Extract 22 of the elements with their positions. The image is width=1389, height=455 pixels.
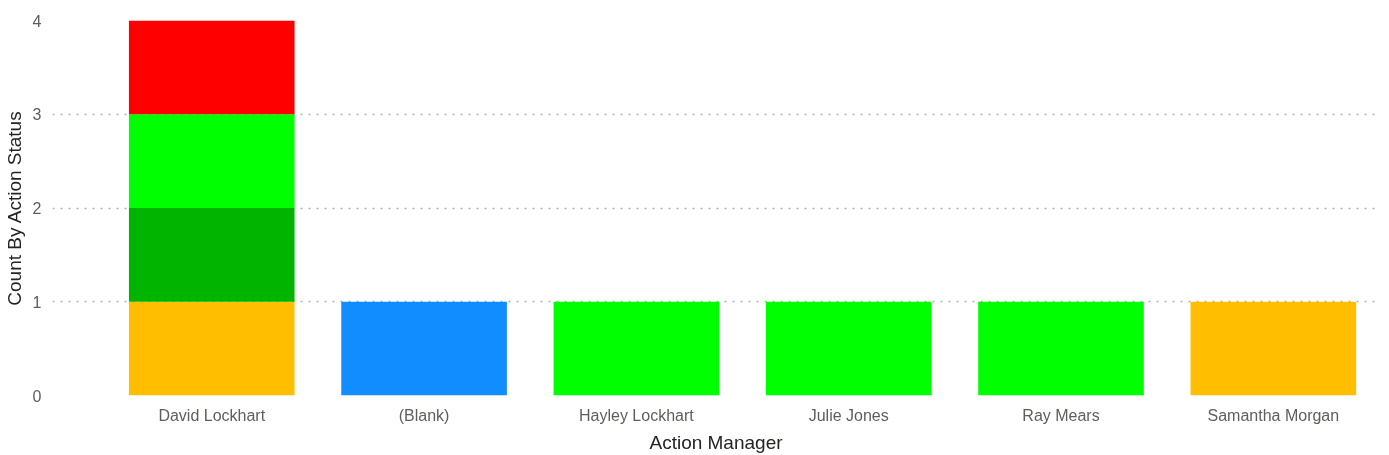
y-tick-label: 4 bbox=[32, 12, 42, 30]
x-tick-label: Ray Mears bbox=[1022, 406, 1100, 424]
bar bbox=[765, 301, 932, 396]
bar bbox=[978, 301, 1144, 396]
y-tick-label: 2 bbox=[32, 200, 42, 217]
bar bbox=[341, 301, 507, 396]
y-tick-label: 1 bbox=[32, 293, 42, 311]
bar bbox=[128, 301, 295, 396]
bar bbox=[1190, 301, 1357, 396]
y-tick-label: 3 bbox=[32, 106, 42, 124]
bar bbox=[128, 208, 295, 302]
x-tick-label: (Blank) bbox=[398, 406, 450, 424]
x-tick-label: David Lockhart bbox=[158, 406, 266, 424]
x-tick-label: Hayley Lockhart bbox=[579, 406, 695, 424]
y-axis-title: Count By Action Status bbox=[3, 111, 25, 306]
bar bbox=[553, 301, 720, 396]
y-tick-label: 0 bbox=[32, 387, 42, 405]
x-tick-label: Samantha Morgan bbox=[1207, 406, 1340, 424]
x-tick-label: Julie Jones bbox=[808, 406, 889, 424]
bar bbox=[128, 114, 295, 208]
bar bbox=[128, 20, 295, 115]
x-axis-title: Action Manager bbox=[649, 431, 784, 453]
